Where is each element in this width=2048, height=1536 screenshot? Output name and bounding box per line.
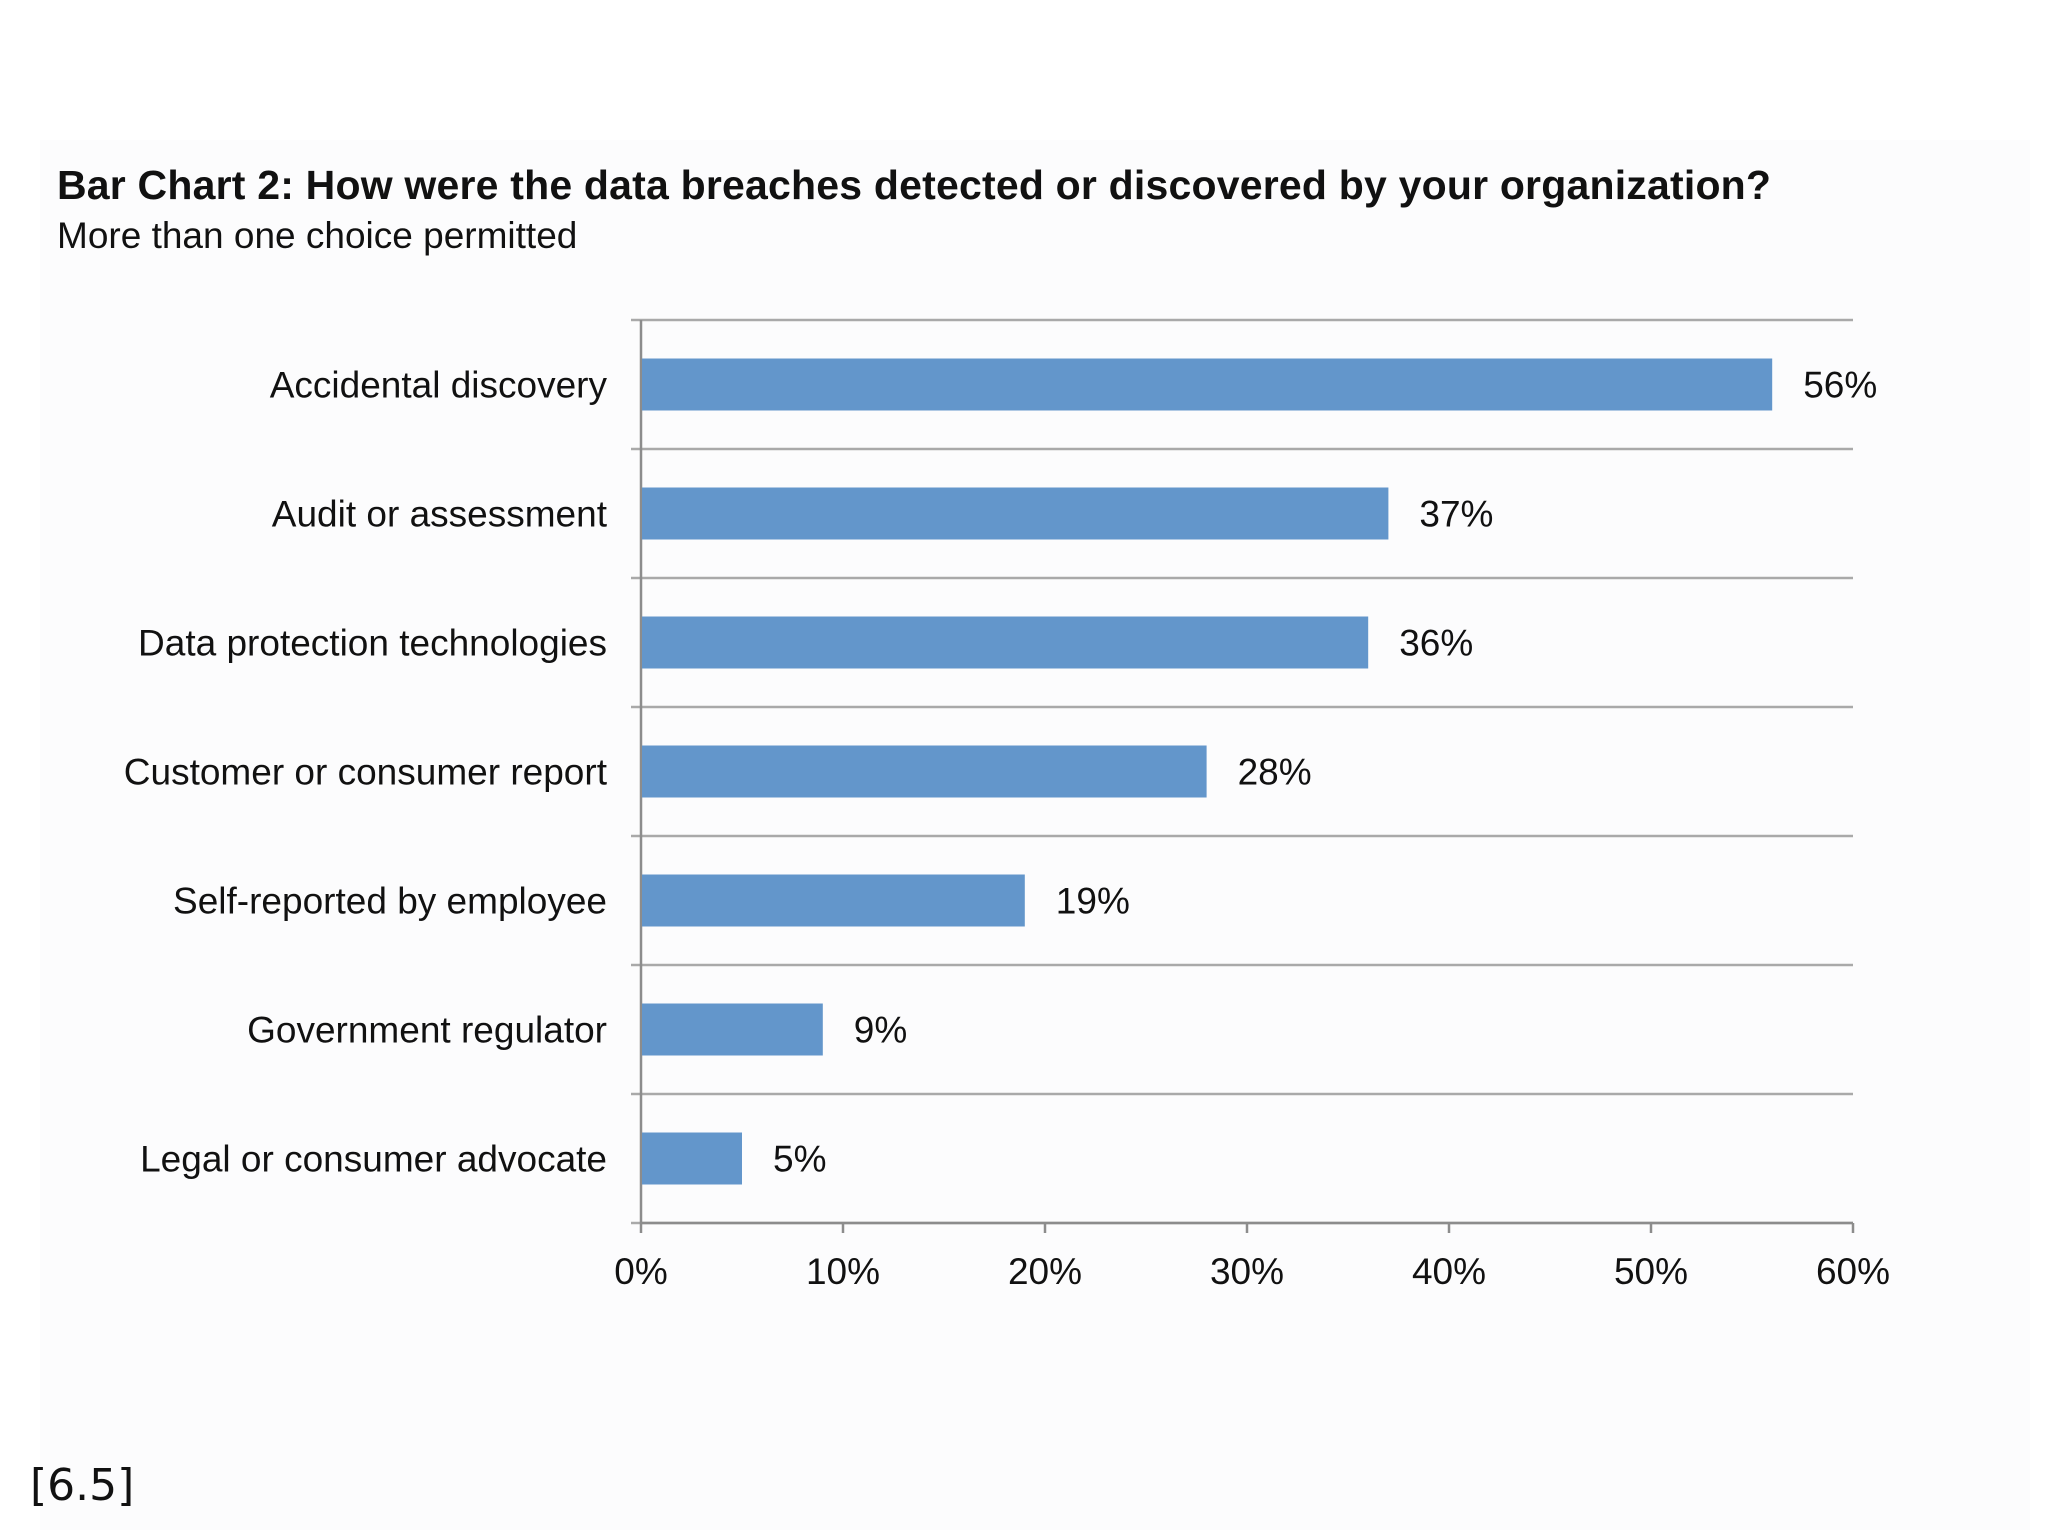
bar [642, 1132, 742, 1185]
category-label: Audit or assessment [272, 494, 608, 535]
footnote: [6.5] [30, 1460, 135, 1511]
data-label: 37% [1419, 494, 1493, 535]
data-label: 9% [854, 1010, 907, 1051]
bar [642, 745, 1207, 798]
bar [642, 1003, 823, 1056]
bar [642, 358, 1773, 411]
data-label: 19% [1056, 881, 1130, 922]
x-tick-label: 60% [1816, 1251, 1890, 1292]
bar [642, 616, 1369, 669]
x-tick-label: 20% [1008, 1251, 1082, 1292]
x-tick-label: 30% [1210, 1251, 1284, 1292]
category-label: Legal or consumer advocate [140, 1139, 607, 1180]
category-label: Customer or consumer report [124, 752, 608, 793]
x-tick-label: 50% [1614, 1251, 1688, 1292]
category-label: Government regulator [247, 1010, 607, 1051]
chart-title: Bar Chart 2: How were the data breaches … [57, 162, 1772, 208]
data-label: 28% [1238, 752, 1312, 793]
category-label: Self-reported by employee [173, 881, 607, 922]
data-label: 36% [1399, 623, 1473, 664]
data-label: 56% [1803, 365, 1877, 406]
category-label: Data protection technologies [138, 623, 607, 664]
x-tick-label: 40% [1412, 1251, 1486, 1292]
category-label: Accidental discovery [270, 365, 608, 406]
x-tick-label: 10% [806, 1251, 880, 1292]
chart-subtitle: More than one choice permitted [57, 215, 578, 256]
bar [642, 874, 1025, 927]
bar [642, 487, 1389, 540]
x-tick-label: 0% [614, 1251, 667, 1292]
data-label: 5% [773, 1139, 826, 1180]
